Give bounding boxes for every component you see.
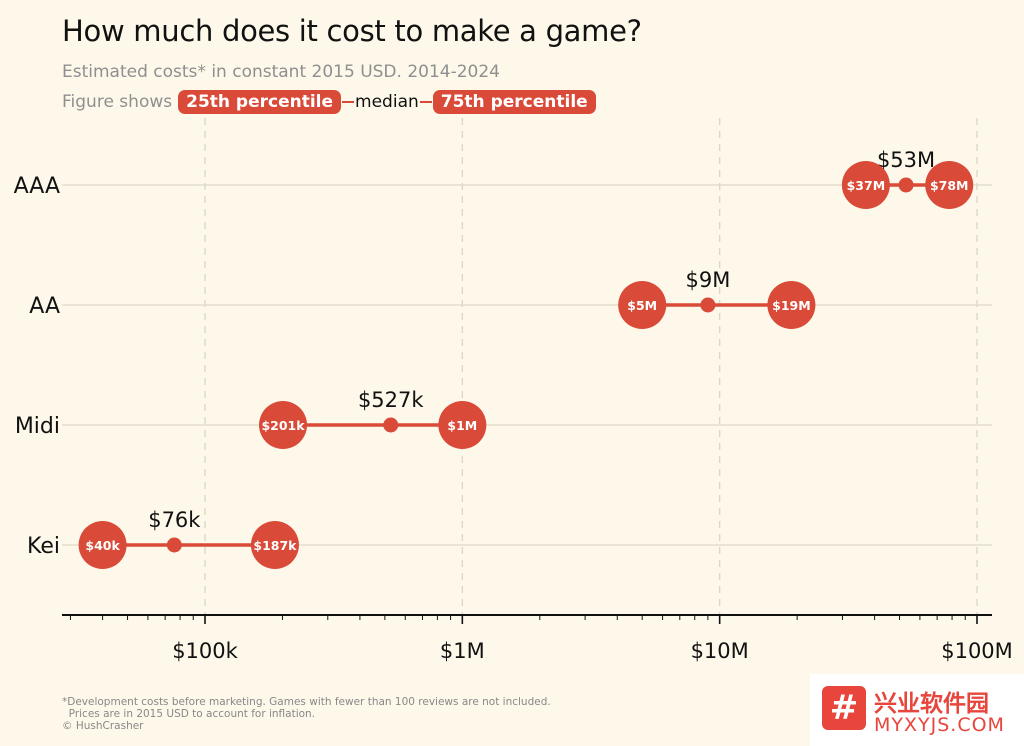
median-dot bbox=[166, 537, 182, 553]
category-label: Midi bbox=[15, 414, 60, 439]
legend-dash-2 bbox=[419, 101, 432, 103]
p75-circle bbox=[767, 281, 816, 329]
watermark-logo: # 兴业软件园 MYXYJS.COM bbox=[810, 674, 1024, 746]
median-label: $527k bbox=[358, 388, 424, 412]
x-tick-label: $1M bbox=[440, 639, 485, 663]
p75-label: $187k bbox=[253, 538, 297, 553]
footnote: *Development costs before marketing. Gam… bbox=[62, 696, 551, 732]
p25-circle bbox=[618, 281, 667, 329]
p75-label: $19M bbox=[772, 298, 811, 313]
x-tick-label: $100k bbox=[172, 639, 238, 663]
p75-circle bbox=[438, 401, 487, 449]
median-label: $9M bbox=[685, 268, 730, 292]
p75-circle bbox=[925, 161, 974, 209]
x-tick-label: $100M bbox=[941, 639, 1013, 663]
legend-p75-pill: 75th percentile bbox=[432, 90, 596, 114]
x-axis: $100k $1M $10M $100M bbox=[62, 614, 1013, 663]
p25-label: $37M bbox=[847, 178, 886, 193]
legend-dash-1 bbox=[342, 101, 355, 103]
median-dot bbox=[898, 177, 914, 193]
p75-circle bbox=[250, 521, 299, 569]
p75-label: $78M bbox=[930, 178, 969, 193]
legend-median: median bbox=[355, 92, 419, 112]
median-dot bbox=[700, 297, 716, 313]
median-label: $76k bbox=[148, 508, 201, 532]
category-label: Kei bbox=[27, 534, 60, 559]
p25-circle bbox=[841, 161, 890, 209]
category-label: AAA bbox=[14, 174, 60, 199]
legend-p25-pill: 25th percentile bbox=[178, 90, 342, 114]
chart-subtitle: Estimated costs* in constant 2015 USD. 2… bbox=[62, 62, 500, 82]
category-label: AA bbox=[29, 294, 60, 319]
median-dot bbox=[383, 417, 399, 433]
p25-label: $40k bbox=[85, 538, 120, 553]
watermark-badge: # bbox=[822, 686, 866, 730]
watermark-url: MYXYJS.COM bbox=[874, 714, 1005, 736]
x-tick-label: $10M bbox=[691, 639, 749, 663]
p25-label: $5M bbox=[627, 298, 657, 313]
chart-title: How much does it cost to make a game? bbox=[62, 14, 642, 48]
p75-label: $1M bbox=[447, 418, 477, 433]
p25-circle bbox=[259, 401, 308, 449]
p25-label: $201k bbox=[261, 418, 305, 433]
marks-layer: AAA $53M $37M $78M AA $9M $5M $19M Midi $527k $201… bbox=[14, 148, 974, 569]
p25-circle bbox=[78, 521, 127, 569]
legend: Figure shows 25th percentile median 75th… bbox=[62, 90, 596, 114]
legend-prefix: Figure shows bbox=[62, 92, 173, 112]
watermark-chinese: 兴业软件园 bbox=[874, 691, 989, 717]
median-label: $53M bbox=[877, 148, 935, 172]
